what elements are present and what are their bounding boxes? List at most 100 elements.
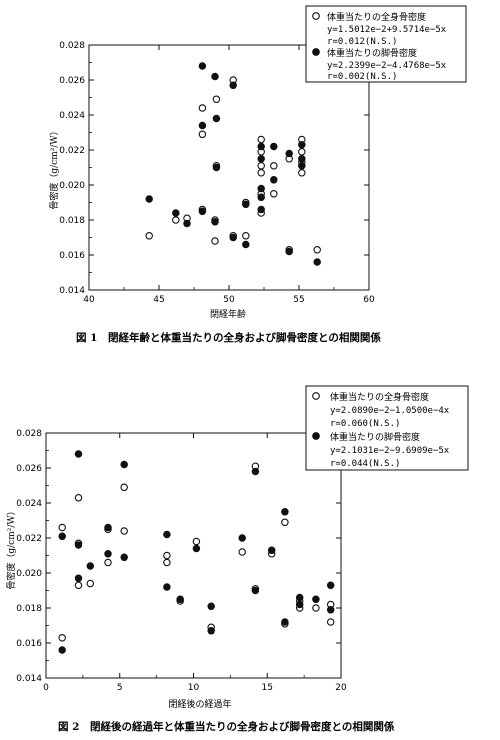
leg-bmd-point — [183, 219, 191, 228]
y-tick-label: 0.018 — [16, 604, 42, 614]
y-tick-label: 0.018 — [59, 216, 85, 226]
chart-2-legend-open-marker — [312, 392, 320, 400]
chart-1-legend-filled-marker — [312, 48, 320, 56]
chart-1-legend-series-1-r: r=0.012(N.S.) — [327, 37, 397, 47]
chart-1-legend-series-2-name: 体重当たりの脚骨密度 — [327, 47, 417, 59]
y-tick-label: 0.022 — [59, 146, 85, 156]
chart-1-legend-series-2-r: r=0.002(N.S.) — [327, 72, 397, 82]
x-tick-label: 15 — [262, 683, 273, 693]
y-tick-label: 0.014 — [16, 674, 42, 684]
leg-bmd-point — [163, 583, 171, 591]
leg-bmd-point — [298, 141, 306, 149]
chart-1-grid-and-ticks — [88, 44, 370, 291]
chart-2: 0.014 0.016 0.018 0.020 0.022 0.024 0.026 0.028… — [5, 385, 469, 733]
chart-2-x-tick-labels: 0 5 10 15 20 — [43, 683, 347, 693]
leg-bmd-point — [313, 258, 321, 266]
chart-2-legend-box — [305, 385, 469, 471]
chart-2-x-axis-label: 閉経後の経過年 — [168, 698, 231, 710]
y-tick-label: 0.020 — [59, 181, 85, 191]
chart-1-y-axis-label: 骨密度（g/cm²/W） — [48, 126, 60, 209]
leg-bmd-point — [58, 646, 66, 654]
leg-bmd-point — [229, 233, 237, 242]
leg-bmd-point — [104, 550, 112, 558]
leg-bmd-point — [257, 155, 265, 163]
leg-bmd-point — [207, 602, 215, 611]
chart-1-legend-series-1-equation: y=1.5012e−2+9.5714e−5x — [327, 25, 447, 35]
chart-1-y-tick-labels: 0.014 0.016 0.018 0.020 0.022 0.024 0.026 0.028 — [59, 41, 85, 296]
leg-bmd-point — [281, 618, 289, 626]
x-tick-label: 40 — [83, 295, 95, 305]
whole-body-bmd-point — [257, 135, 265, 144]
y-tick-label: 0.022 — [16, 534, 42, 544]
chart-1-x-axis-label: 閉経年齢 — [210, 308, 246, 320]
leg-bmd-point — [242, 200, 250, 209]
leg-bmd-point — [120, 553, 128, 562]
whole-body-bmd-point — [198, 130, 207, 139]
leg-bmd-point — [270, 176, 278, 184]
chart-1: 0.014 0.016 0.018 0.020 0.022 0.024 0.026 0.028… — [48, 5, 467, 344]
leg-bmd-point — [163, 530, 171, 539]
leg-bmd-point — [298, 155, 306, 163]
whole-body-bmd-point — [238, 548, 246, 556]
chart-1-legend-open-marker — [312, 12, 320, 20]
leg-bmd-point — [251, 586, 260, 595]
whole-body-bmd-point — [270, 190, 278, 198]
chart-2-grid-and-ticks — [45, 432, 342, 679]
whole-body-bmd-point — [172, 216, 180, 224]
y-tick-label: 0.014 — [59, 286, 85, 296]
whole-body-bmd-point — [163, 558, 171, 567]
y-tick-label: 0.028 — [16, 429, 42, 439]
whole-body-bmd-point — [145, 232, 153, 240]
y-tick-label: 0.026 — [59, 76, 85, 86]
leg-bmd-point — [326, 581, 335, 590]
whole-body-bmd-point — [313, 246, 321, 254]
leg-bmd-point — [192, 544, 201, 553]
leg-bmd-point — [211, 218, 219, 226]
chart-2-legend-series-2-equation: y=2.1031e−2−9.6909e−5x — [330, 446, 450, 456]
leg-bmd-point — [212, 163, 221, 172]
whole-body-bmd-point — [270, 162, 278, 170]
leg-bmd-point — [86, 562, 95, 570]
x-tick-label: 0 — [43, 683, 49, 693]
chart-1-legend-box — [305, 5, 467, 83]
leg-bmd-point — [285, 149, 293, 158]
whole-body-bmd-point — [86, 579, 95, 588]
y-tick-label: 0.020 — [16, 569, 42, 579]
leg-bmd-point — [212, 114, 221, 123]
whole-body-bmd-point — [74, 581, 83, 590]
whole-body-bmd-point — [257, 162, 265, 170]
chart-2-legend-series-1-name: 体重当たりの全身骨密度 — [330, 391, 429, 403]
chart-2-y-axis-label: 骨密度（g/cm²/W） — [5, 506, 17, 589]
chart-2-y-tick-labels: 0.014 0.016 0.018 0.020 0.022 0.024 0.026 0.028 — [16, 429, 42, 684]
y-tick-label: 0.026 — [16, 464, 42, 474]
leg-bmd-point — [285, 247, 293, 256]
chart-1-legend: 体重当たりの全身骨密度 y=1.5012e−2+9.5714e−5x r=0.0… — [305, 5, 467, 83]
leg-bmd-point — [74, 541, 83, 549]
whole-body-bmd-point — [257, 169, 265, 177]
chart-2-legend-series-2-r: r=0.044(N.S.) — [330, 459, 400, 469]
whole-body-bmd-point — [281, 518, 289, 527]
x-tick-label: 45 — [153, 295, 164, 305]
x-tick-label: 20 — [335, 683, 347, 693]
leg-bmd-point — [267, 546, 276, 555]
y-tick-label: 0.028 — [59, 41, 85, 51]
chart-2-legend-filled-marker — [312, 432, 320, 440]
leg-bmd-point — [242, 240, 250, 249]
whole-body-bmd-point — [58, 634, 66, 642]
x-tick-label: 10 — [188, 683, 200, 693]
whole-body-bmd-point — [163, 551, 171, 560]
leg-bmd-point — [257, 142, 265, 151]
whole-body-bmd-point — [298, 169, 306, 177]
chart-1-x-tick-labels: 40 45 50 55 60 — [83, 295, 375, 305]
y-tick-label: 0.024 — [16, 499, 42, 509]
leg-bmd-point — [58, 532, 66, 541]
chart-1-points — [145, 62, 321, 266]
chart-2-plot-frame — [45, 432, 342, 679]
leg-bmd-point — [281, 508, 289, 516]
x-tick-label: 5 — [117, 683, 123, 693]
leg-bmd-point — [257, 184, 265, 193]
whole-body-bmd-point — [212, 95, 221, 104]
leg-bmd-point — [198, 207, 207, 216]
whole-body-bmd-point — [74, 494, 83, 502]
